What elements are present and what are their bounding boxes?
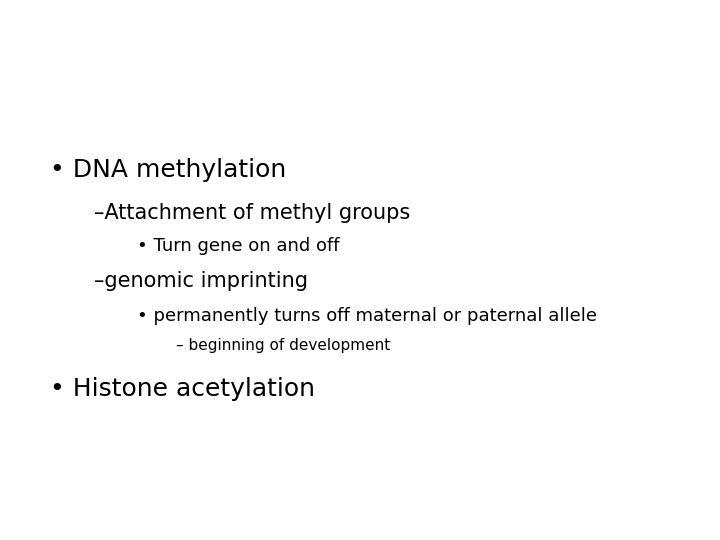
Text: • Histone acetylation: • Histone acetylation [50, 377, 315, 401]
Text: –Attachment of methyl groups: –Attachment of methyl groups [94, 203, 410, 224]
Text: –genomic imprinting: –genomic imprinting [94, 271, 307, 291]
Text: • Turn gene on and off: • Turn gene on and off [137, 237, 339, 255]
Text: – beginning of development: – beginning of development [176, 338, 391, 353]
Text: • permanently turns off maternal or paternal allele: • permanently turns off maternal or pate… [137, 307, 597, 325]
Text: • DNA methylation: • DNA methylation [50, 158, 287, 182]
